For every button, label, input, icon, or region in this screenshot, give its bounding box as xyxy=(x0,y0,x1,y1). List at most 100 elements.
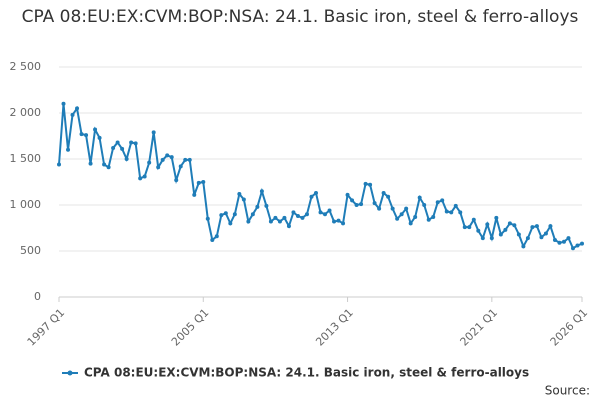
data-point xyxy=(120,146,125,151)
data-point xyxy=(151,130,156,135)
data-point xyxy=(61,101,66,106)
data-point xyxy=(341,221,346,226)
data-point xyxy=(476,228,481,233)
data-point xyxy=(268,219,273,224)
data-point xyxy=(142,174,147,179)
x-tick-label: 2013 Q1 xyxy=(313,306,356,349)
data-point xyxy=(160,157,165,162)
data-point xyxy=(525,236,530,241)
data-point xyxy=(57,162,61,167)
data-point xyxy=(332,219,337,224)
data-point xyxy=(232,212,237,217)
data-point xyxy=(408,221,413,226)
data-point xyxy=(449,210,454,215)
data-point xyxy=(205,216,210,221)
data-point xyxy=(534,224,539,229)
data-point xyxy=(467,225,472,230)
y-tick-label: 0 xyxy=(34,290,41,303)
data-point xyxy=(521,244,526,249)
data-point xyxy=(219,213,224,218)
data-point xyxy=(111,145,116,150)
data-point xyxy=(561,239,566,244)
data-point xyxy=(552,237,557,242)
data-point xyxy=(133,141,138,146)
data-point xyxy=(336,218,341,223)
data-point xyxy=(381,191,386,196)
data-point xyxy=(345,192,350,197)
data-point xyxy=(75,106,80,111)
data-point xyxy=(462,225,467,230)
data-point xyxy=(124,157,129,161)
data-point xyxy=(304,212,309,217)
data-point xyxy=(372,201,377,206)
data-point xyxy=(318,210,323,215)
data-point xyxy=(129,140,134,145)
data-point xyxy=(300,215,305,220)
data-point xyxy=(440,198,445,203)
x-tick-label: 1997 Q1 xyxy=(25,306,68,349)
data-point xyxy=(192,192,197,197)
data-point xyxy=(350,198,355,203)
data-point xyxy=(70,112,75,117)
data-point xyxy=(580,241,584,246)
data-point xyxy=(435,200,440,205)
data-point xyxy=(259,189,264,194)
data-point xyxy=(395,216,400,221)
data-point xyxy=(363,181,368,186)
data-point xyxy=(359,202,364,207)
data-point xyxy=(431,214,436,219)
data-point xyxy=(79,132,84,137)
data-point xyxy=(489,236,494,241)
data-point xyxy=(241,197,246,202)
data-point xyxy=(183,157,188,162)
data-point xyxy=(264,203,269,208)
data-point xyxy=(368,182,373,187)
data-point xyxy=(386,194,391,199)
data-point xyxy=(165,153,170,158)
data-point xyxy=(480,236,485,241)
data-point xyxy=(102,162,107,167)
data-point xyxy=(138,176,143,181)
data-point xyxy=(327,208,332,213)
data-point xyxy=(390,206,395,211)
x-tick-label: 2005 Q1 xyxy=(169,306,212,349)
data-point xyxy=(575,243,580,248)
data-point xyxy=(570,246,575,251)
data-point xyxy=(291,210,296,215)
data-point xyxy=(471,217,476,222)
data-point xyxy=(273,215,278,220)
data-point xyxy=(250,212,255,217)
data-point xyxy=(282,215,287,220)
x-tick-label: 2026 Q1 xyxy=(548,306,591,349)
data-point xyxy=(426,217,431,222)
data-point xyxy=(277,219,282,224)
data-point xyxy=(309,194,314,199)
data-point xyxy=(156,165,161,170)
data-point xyxy=(354,203,359,207)
data-point xyxy=(422,203,427,207)
data-point xyxy=(399,212,404,217)
data-point xyxy=(286,224,291,229)
data-point xyxy=(512,223,517,228)
data-point xyxy=(530,225,535,230)
data-point xyxy=(223,211,228,216)
data-point xyxy=(557,240,562,245)
data-point xyxy=(115,140,120,145)
data-point xyxy=(84,133,89,138)
y-tick-label: 500 xyxy=(20,244,41,257)
data-point xyxy=(458,210,463,215)
data-point xyxy=(106,165,111,170)
data-point xyxy=(543,231,548,236)
y-tick-label: 2 500 xyxy=(10,60,42,73)
data-point xyxy=(313,191,318,196)
data-point xyxy=(228,221,233,226)
data-point xyxy=(539,235,544,240)
data-point xyxy=(566,236,571,241)
data-point xyxy=(210,237,215,242)
data-point xyxy=(246,219,251,224)
data-point xyxy=(97,135,102,140)
data-point xyxy=(507,221,512,226)
legend-label: CPA 08:EU:EX:CVM:BOP:NSA: 24.1. Basic ir… xyxy=(84,366,529,380)
